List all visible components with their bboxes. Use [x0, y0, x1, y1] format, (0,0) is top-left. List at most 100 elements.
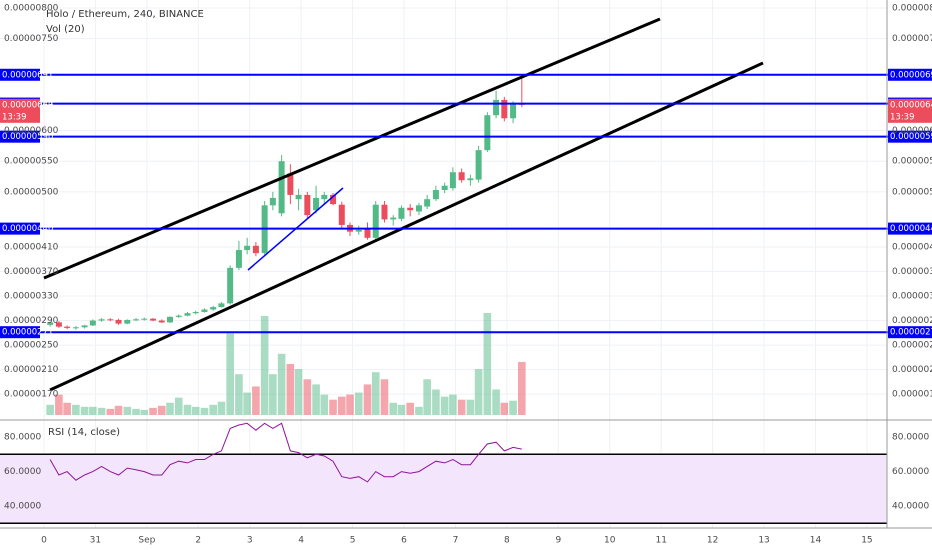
- volume-bar: [363, 384, 372, 415]
- volume-bar: [149, 407, 157, 415]
- volume-bar: [97, 407, 106, 415]
- y-tick-label: 0.00000800: [4, 3, 59, 13]
- volume-bar: [500, 402, 509, 415]
- candle-body: [355, 229, 362, 232]
- volume-bar: [243, 392, 251, 415]
- candle-body: [432, 190, 439, 200]
- volume-bar: [166, 402, 174, 415]
- candle-body: [398, 207, 405, 219]
- volume-bar: [509, 400, 517, 415]
- volume-bar: [440, 396, 449, 415]
- volume-bar: [337, 396, 346, 415]
- x-tick-label: 7: [453, 536, 459, 546]
- level-tag: [888, 68, 932, 81]
- y-tick-label: 0.00000410: [892, 243, 932, 253]
- y-tick-label: 0.00000170: [892, 390, 932, 400]
- candle-body: [441, 185, 448, 190]
- level-tag: [888, 130, 932, 143]
- volume-bar: [191, 406, 200, 415]
- candle-body: [510, 102, 517, 119]
- volume-bar: [518, 361, 526, 415]
- trend-line: [43, 17, 661, 280]
- levels: 0.000006910.000006910.000006440.00000644…: [0, 68, 932, 339]
- candle-body: [55, 322, 62, 327]
- level-tag: [0, 326, 40, 339]
- y-tick-label: 0.00000170: [4, 390, 59, 400]
- y-tick-label: 0.00000800: [892, 3, 932, 13]
- volume-bar: [55, 394, 63, 415]
- level-label: 0.00000440: [2, 224, 53, 234]
- candle-body: [210, 307, 217, 310]
- candle-body: [107, 319, 114, 321]
- volume-bar: [457, 399, 466, 415]
- candle-body: [475, 150, 482, 180]
- candle-body: [295, 194, 302, 200]
- rsi-tick-label: 60.0000: [4, 467, 41, 477]
- y-tick-label: 0.00000370: [892, 267, 932, 277]
- candle-body: [158, 320, 165, 323]
- candle-body: [287, 173, 294, 195]
- x-tick-label: 13: [758, 536, 769, 546]
- volume: [46, 313, 526, 415]
- rsi-pane: [0, 422, 887, 525]
- candle-body: [493, 99, 500, 116]
- x-tick-label: 8: [504, 536, 510, 546]
- volume-bar: [200, 407, 209, 415]
- x-tick-label: 12: [707, 536, 718, 546]
- price-tag: [0, 98, 40, 123]
- level-label: 0.00000590: [890, 132, 932, 142]
- x-tick-label: 14: [810, 536, 822, 546]
- candle-body: [227, 267, 234, 304]
- candle-body: [124, 319, 131, 324]
- x-tick-label: 6: [401, 536, 407, 546]
- x-tick-label: 4: [298, 536, 304, 546]
- price-tag: [888, 98, 932, 123]
- level-tag: [888, 222, 932, 235]
- candle-body: [407, 207, 414, 211]
- level-tag: [0, 68, 40, 81]
- candle-body: [415, 205, 422, 212]
- candle-body: [201, 309, 208, 312]
- volume-bar: [260, 316, 269, 415]
- y-tick-label: 0.00000330: [4, 292, 59, 302]
- y-tick-label: 0.00000600: [892, 126, 932, 136]
- x-tick-label: 10: [604, 536, 616, 546]
- volume-bar: [449, 394, 457, 415]
- volume-bar: [432, 389, 440, 415]
- volume-bar: [89, 406, 97, 415]
- volume-bar: [389, 402, 398, 415]
- volume-bar: [286, 364, 295, 415]
- level-label: 0.00000691: [2, 70, 53, 80]
- candle-body: [150, 318, 157, 321]
- volume-bar: [492, 389, 500, 415]
- volume-bar: [132, 408, 140, 415]
- level-tag: [0, 130, 40, 143]
- chart-title: Holo / Ethereum, 240, BINANCE: [46, 9, 204, 20]
- volume-bar: [235, 374, 243, 415]
- level-label: 0.00000271: [2, 328, 53, 338]
- volume-bar: [140, 409, 149, 415]
- countdown: 13:39: [890, 112, 915, 122]
- candle-body: [175, 315, 182, 317]
- y-tick-label: 0.00000250: [892, 341, 932, 351]
- y-tick-label: 0.00000500: [4, 187, 59, 197]
- candles: [47, 74, 525, 330]
- rsi-tick-label: 80.0000: [892, 433, 929, 443]
- y-tick-label: 0.00000250: [4, 341, 59, 351]
- candle-body: [424, 199, 431, 207]
- candle-body: [313, 197, 320, 211]
- y-tick-label: 0.00000290: [892, 316, 932, 326]
- candle-body: [235, 250, 242, 268]
- volume-bar: [114, 405, 123, 415]
- rsi-title: RSI (14, close): [48, 427, 120, 438]
- volume-bar: [329, 399, 337, 415]
- rsi-tick-label: 80.0000: [4, 433, 41, 443]
- y-tick-label: 0.00000550: [892, 157, 932, 167]
- candle-body: [484, 115, 491, 151]
- level-label: 0.00000440: [890, 224, 932, 234]
- candle-body: [64, 326, 71, 328]
- volume-bar: [217, 401, 226, 415]
- volume-bar: [483, 313, 492, 415]
- grid: [0, 0, 887, 528]
